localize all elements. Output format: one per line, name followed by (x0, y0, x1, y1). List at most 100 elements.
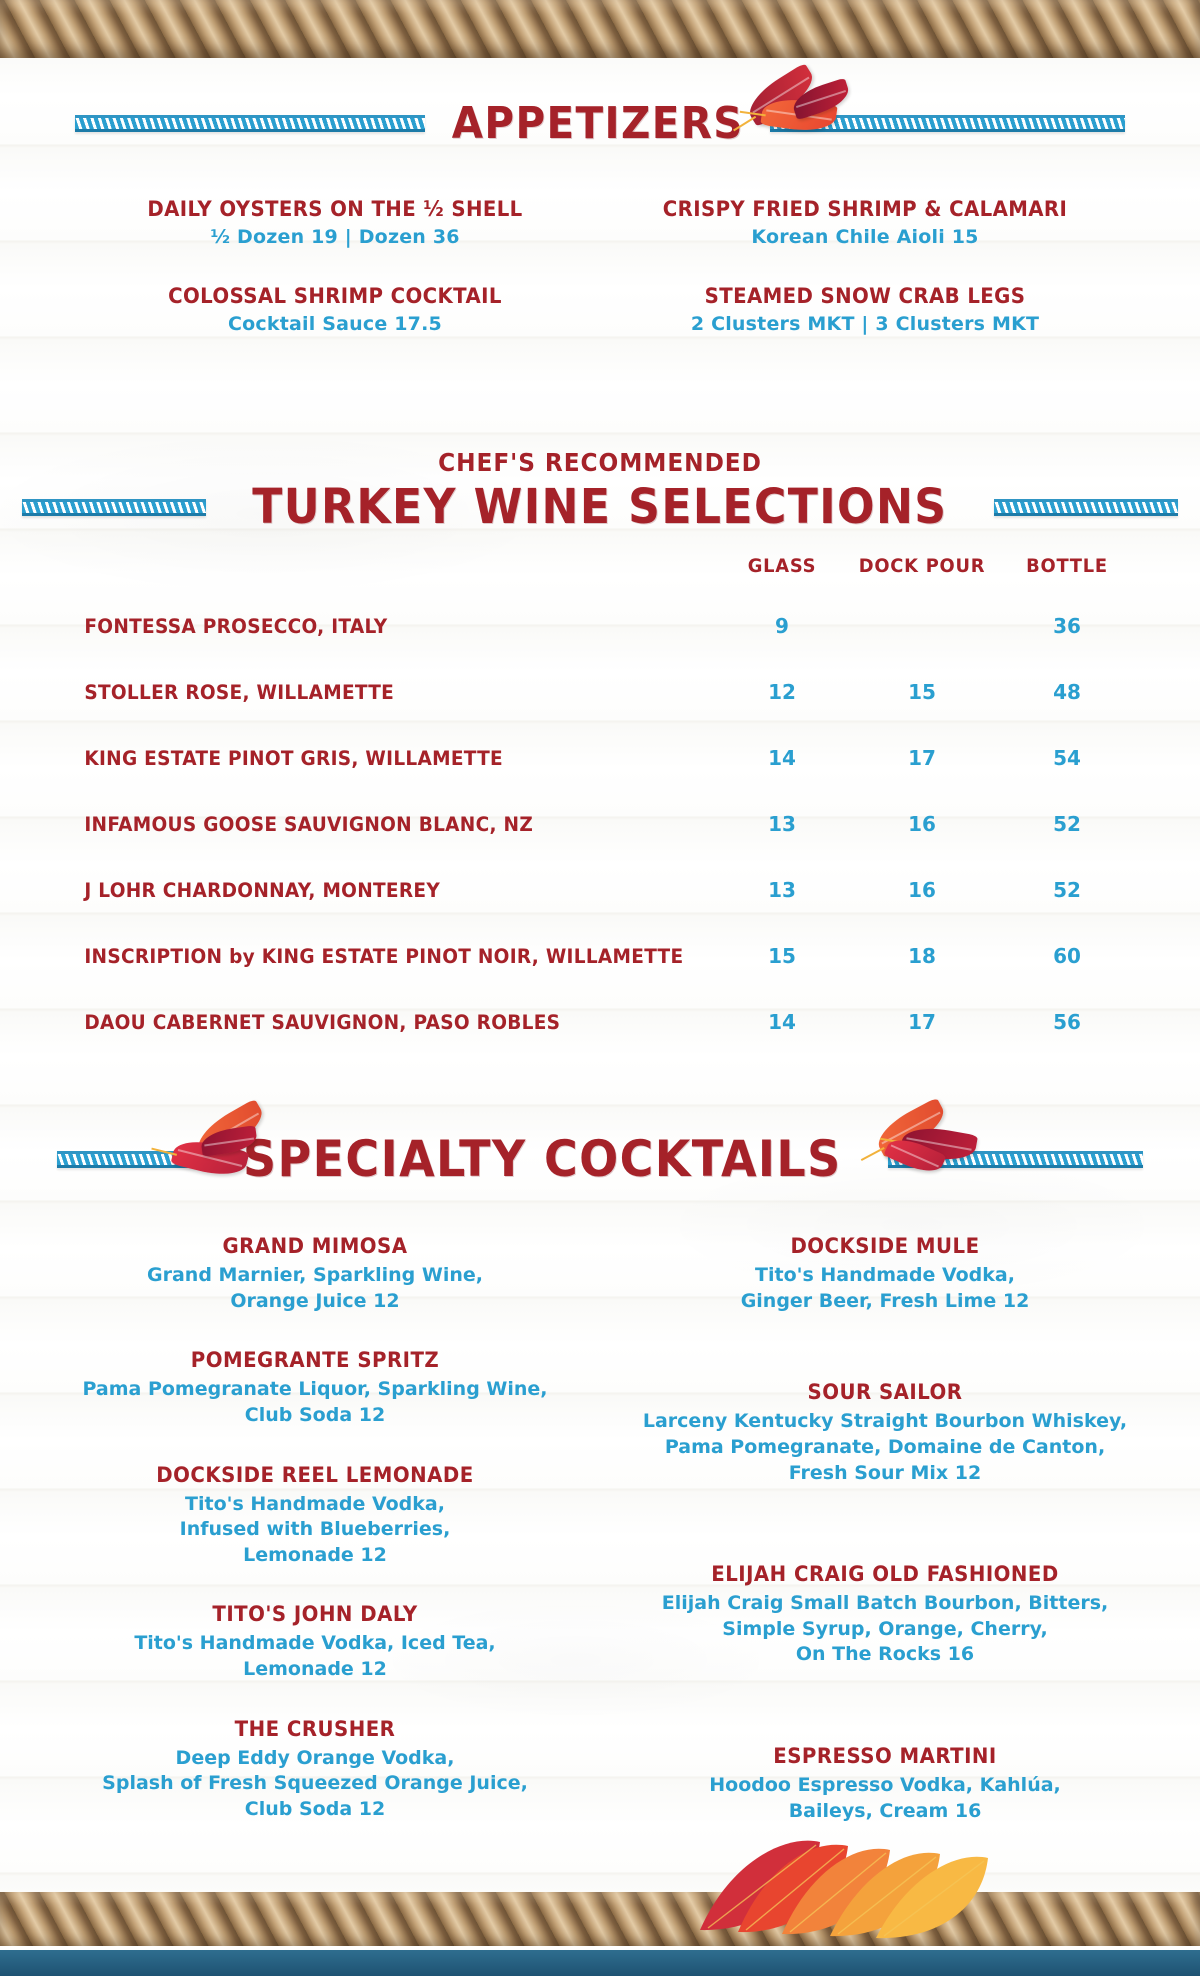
divider-rule-left (74, 115, 425, 132)
appetizers-title: APPETIZERS (451, 98, 744, 149)
appetizer-item: STEAMED SNOW CRAB LEGS 2 Clusters MKT | … (600, 284, 1130, 335)
leaf-icon (782, 1848, 890, 1935)
wine-col-glass: GLASS (747, 555, 817, 577)
wine-bottle-price: 48 (1053, 680, 1081, 704)
cocktail-item: ESPRESSO MARTINI Hoodoo Espresso Vodka, … (620, 1744, 1150, 1824)
wine-name: FONTESSA PROSECCO, ITALY (84, 614, 388, 638)
wine-table-header-row: GLASS DOCK POUR BOTTLE (68, 555, 1132, 593)
wine-bottle-price: 52 (1053, 812, 1081, 836)
leaf-icon (738, 1844, 848, 1933)
appetizer-item: COLOSSAL SHRIMP COCKTAIL Cocktail Sauce … (70, 284, 600, 335)
appetizer-item: CRISPY FRIED SHRIMP & CALAMARI Korean Ch… (600, 197, 1130, 248)
table-row: FONTESSA PROSECCO, ITALY 9 36 (68, 593, 1132, 659)
cocktails-columns: GRAND MIMOSA Grand Marnier, Sparkling Wi… (0, 1234, 1200, 1824)
cocktail-item: ELIJAH CRAIG OLD FASHIONED Elijah Craig … (620, 1562, 1150, 1668)
wine-col-dockpour: DOCK POUR (858, 555, 986, 577)
table-row: DAOU CABERNET SAUVIGNON, PASO ROBLES 14 … (68, 989, 1132, 1055)
wine-glass-price: 13 (768, 878, 796, 902)
wine-dock-price: 17 (908, 746, 936, 770)
table-row: INSCRIPTION by KING ESTATE PINOT NOIR, W… (68, 923, 1132, 989)
table-row: KING ESTATE PINOT GRIS, WILLAMETTE 14 17… (68, 725, 1132, 791)
cocktail-item: DOCKSIDE REEL LEMONADE Tito's Handmade V… (50, 1463, 580, 1569)
wine-header: TURKEY WINE SELECTIONS (0, 479, 1200, 535)
appetizer-description: 2 Clusters MKT | 3 Clusters MKT (690, 313, 1040, 335)
wine-name: DAOU CABERNET SAUVIGNON, PASO ROBLES (84, 1010, 561, 1034)
cocktail-description: Tito's Handmade Vodka, Infused with Blueb… (179, 1492, 451, 1566)
appetizer-name: COLOSSAL SHRIMP COCKTAIL (168, 284, 502, 308)
cocktail-name: ESPRESSO MARTINI (773, 1744, 997, 1769)
wine-table-wrapper: GLASS DOCK POUR BOTTLE FONTESSA PROSECCO… (0, 555, 1200, 1055)
wine-name: STOLLER ROSE, WILLAMETTE (84, 680, 395, 704)
divider-rule-left (57, 1150, 198, 1168)
wine-col-name (88, 555, 703, 593)
cocktail-item: SOUR SAILOR Larceny Kentucky Straight Bo… (620, 1380, 1150, 1486)
table-row: STOLLER ROSE, WILLAMETTE 12 15 48 (68, 659, 1132, 725)
appetizers-list: DAILY OYSTERS ON THE ½ SHELL ½ Dozen 19 … (0, 197, 1200, 335)
wine-bottle-price: 36 (1053, 614, 1081, 638)
cocktail-description: Hoodoo Espresso Vodka, Kahlúa, Baileys, C… (709, 1774, 1061, 1822)
divider-rule-right (993, 498, 1178, 516)
cocktail-name: GRAND MIMOSA (222, 1234, 408, 1258)
leaf-icon (876, 1856, 988, 1939)
cocktails-title: SPECIALTY COCKTAILS (243, 1130, 842, 1188)
wine-title: TURKEY WINE SELECTIONS (252, 479, 948, 535)
cocktails-header: SPECIALTY COCKTAILS (0, 1097, 1200, 1188)
leaf-icon (830, 1852, 940, 1937)
wine-glass-price: 9 (775, 614, 789, 638)
wine-table: GLASS DOCK POUR BOTTLE FONTESSA PROSECCO… (68, 555, 1132, 1055)
cocktail-name: THE CRUSHER (234, 1716, 396, 1741)
rope-border-top (0, 0, 1200, 58)
wine-bottle-price: 56 (1053, 1010, 1081, 1034)
rope-border-bottom (0, 1892, 1200, 1950)
wine-dock-price: 15 (908, 680, 936, 704)
cocktail-name: SOUR SAILOR (807, 1380, 963, 1405)
wine-name: INFAMOUS GOOSE SAUVIGNON BLANC, NZ (84, 812, 534, 836)
wine-dock-price: 16 (908, 812, 936, 836)
cocktail-name: POMEGRANTE SPRITZ (190, 1348, 440, 1373)
wine-glass-price: 14 (768, 1010, 796, 1034)
wine-glass-price: 13 (768, 812, 796, 836)
cocktail-description: Larceny Kentucky Straight Bourbon Whiske… (642, 1410, 1128, 1484)
cocktail-item: POMEGRANTE SPRITZ Pama Pomegranate Liquo… (50, 1348, 580, 1428)
cocktail-description: Tito's Handmade Vodka, Ginger Beer, Fresh… (740, 1264, 1030, 1312)
wine-name: J LOHR CHARDONNAY, MONTEREY (84, 878, 441, 902)
appetizer-name: STEAMED SNOW CRAB LEGS (704, 284, 1026, 308)
cocktails-right-column: DOCKSIDE MULE Tito's Handmade Vodka, Ging… (600, 1234, 1150, 1824)
cocktail-description: Elijah Craig Small Batch Bourbon, Bitter… (661, 1592, 1109, 1666)
cocktail-description: Tito's Handmade Vodka, Iced Tea, Lemonade… (134, 1632, 496, 1681)
appetizer-description: Cocktail Sauce 17.5 (228, 313, 442, 335)
cocktail-name: TITO'S JOHN DALY (212, 1602, 418, 1627)
bottom-white-edge (0, 1946, 1200, 1950)
cocktail-item: GRAND MIMOSA Grand Marnier, Sparkling Wi… (50, 1234, 580, 1314)
cocktails-left-column: GRAND MIMOSA Grand Marnier, Sparkling Wi… (50, 1234, 600, 1824)
bottom-blue-strip (0, 1950, 1200, 1976)
appetizer-description: Korean Chile Aioli 15 (751, 226, 979, 248)
wine-bottle-price: 54 (1053, 746, 1081, 770)
appetizers-header: APPETIZERS (0, 62, 1200, 149)
cocktail-description: Deep Eddy Orange Vodka, Splash of Fresh S… (102, 1746, 528, 1821)
cocktail-name: DOCKSIDE REEL LEMONADE (156, 1462, 474, 1487)
wine-name: INSCRIPTION by KING ESTATE PINOT NOIR, W… (84, 944, 684, 968)
divider-rule-right (770, 115, 1126, 132)
wine-kicker: CHEF'S RECOMMENDED (438, 448, 762, 477)
wine-bottle-price: 60 (1053, 944, 1081, 968)
table-row: INFAMOUS GOOSE SAUVIGNON BLANC, NZ 13 16… (68, 791, 1132, 857)
divider-rule-left (22, 498, 207, 516)
cocktail-item: TITO'S JOHN DALY Tito's Handmade Vodka, … (50, 1602, 580, 1682)
cocktail-name: ELIJAH CRAIG OLD FASHIONED (711, 1562, 1059, 1587)
table-row: J LOHR CHARDONNAY, MONTEREY 13 16 52 (68, 857, 1132, 923)
cocktails-section: SPECIALTY COCKTAILS GRAND MIMOSA Grand M… (0, 1097, 1200, 1824)
cocktail-name: DOCKSIDE MULE (790, 1234, 980, 1258)
appetizer-name: DAILY OYSTERS ON THE ½ SHELL (147, 197, 523, 221)
cocktail-description: Pama Pomegranate Liquor, Sparkling Wine,… (82, 1378, 548, 1426)
wine-glass-price: 14 (768, 746, 796, 770)
appetizer-name: CRISPY FRIED SHRIMP & CALAMARI (662, 197, 1068, 221)
appetizer-description: ½ Dozen 19 | Dozen 36 (210, 226, 460, 248)
wine-section: CHEF'S RECOMMENDED TURKEY WINE SELECTION… (0, 448, 1200, 1055)
wine-glass-price: 12 (768, 680, 796, 704)
appetizers-section: APPETIZERS DAILY OYSTERS ON THE ½ SHELL … (0, 62, 1200, 335)
wine-dock-price: 16 (908, 878, 936, 902)
wine-dock-price (842, 593, 1002, 659)
cocktail-item: THE CRUSHER Deep Eddy Orange Vodka, Splas… (50, 1717, 580, 1823)
